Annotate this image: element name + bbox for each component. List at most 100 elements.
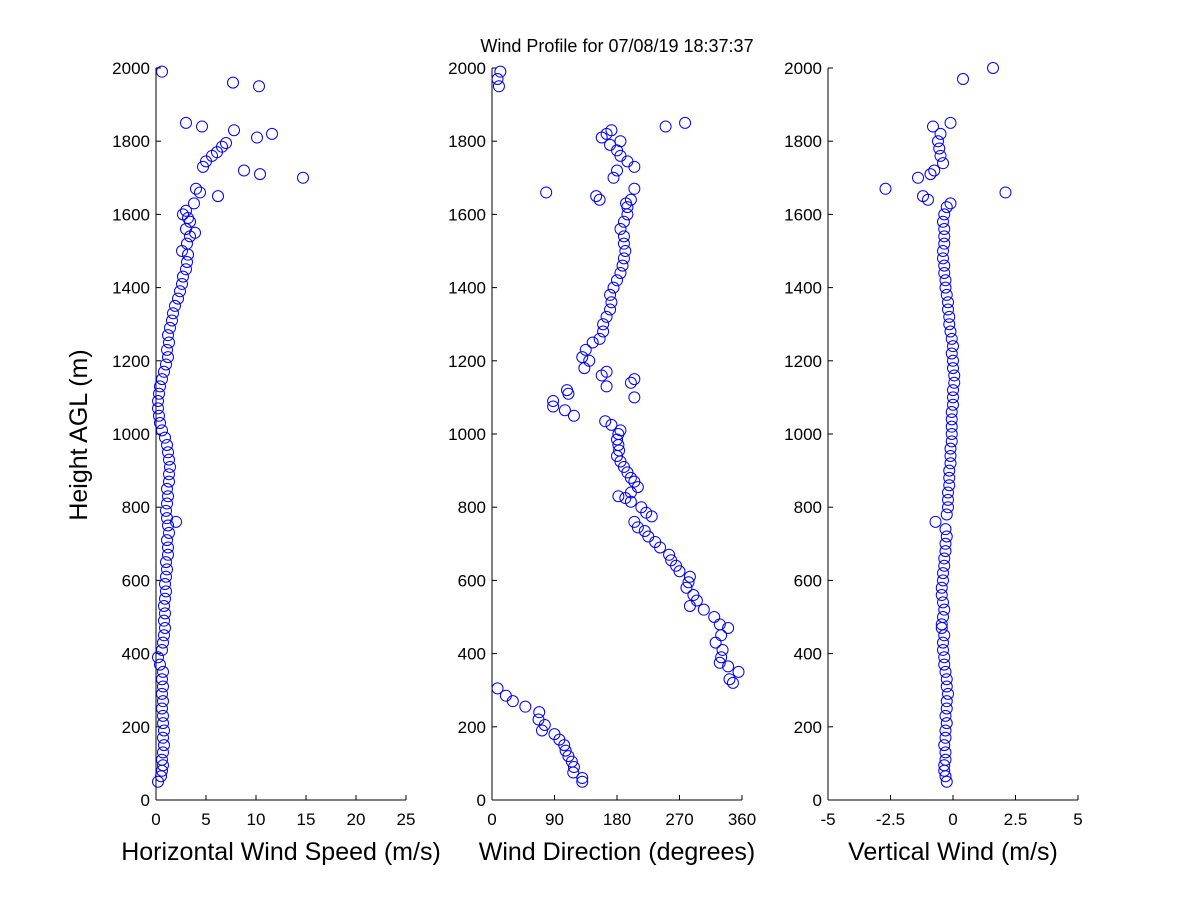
data-point [491, 682, 504, 695]
data-point [162, 446, 174, 459]
data-point [197, 160, 209, 173]
data-point [938, 559, 951, 572]
data-point [723, 673, 736, 686]
data-point [567, 409, 580, 422]
data-point [597, 325, 610, 338]
data-point [182, 248, 194, 261]
data-point [937, 596, 949, 609]
data-point [937, 643, 949, 656]
x-tick-label: 20 [347, 810, 366, 829]
data-point [611, 274, 623, 287]
data-point [532, 713, 545, 726]
data-point [576, 772, 589, 785]
data-point [152, 395, 164, 408]
data-point [163, 468, 175, 481]
data-point [947, 362, 959, 375]
data-point [604, 138, 617, 151]
data-point [945, 428, 958, 440]
data-point [605, 296, 618, 309]
data-point [929, 515, 942, 528]
data-point [160, 556, 172, 569]
data-point [162, 548, 174, 561]
data-point [940, 673, 953, 686]
data-point [188, 197, 200, 210]
data-point [162, 329, 174, 342]
data-point [494, 65, 507, 78]
data-point [238, 164, 250, 177]
x-tick-label: 5 [1073, 810, 1082, 829]
data-point [162, 541, 174, 554]
data-point [600, 127, 613, 140]
data-point [940, 508, 953, 521]
data-point [708, 611, 721, 623]
y-tick-label: 200 [794, 718, 822, 737]
data-point [917, 190, 929, 203]
data-point [937, 636, 949, 649]
data-point [162, 490, 174, 503]
data-point [163, 453, 175, 466]
data-point [947, 398, 959, 411]
x-tick-label: 0 [151, 810, 160, 829]
data-point [945, 332, 958, 345]
y-tick-label: 2000 [784, 59, 822, 78]
data-point [163, 336, 175, 349]
data-point [938, 552, 951, 565]
data-point [156, 373, 168, 386]
data-point [157, 636, 169, 649]
data-point [617, 215, 630, 228]
y-tick-label: 600 [794, 571, 822, 590]
data-point [253, 80, 265, 93]
x-tick-label: 2.5 [1004, 810, 1028, 829]
data-point [947, 384, 959, 397]
data-point [595, 131, 608, 144]
data-point [174, 285, 186, 298]
data-point [937, 611, 949, 623]
data-point [938, 658, 951, 671]
data-point [562, 750, 575, 763]
data-point [943, 318, 956, 331]
data-point [159, 578, 171, 591]
data-point [944, 457, 957, 470]
data-point [159, 431, 171, 444]
x-tick-label: 5 [201, 810, 210, 829]
data-point [939, 665, 952, 678]
data-point [934, 149, 947, 162]
x-tick-label: -2.5 [876, 810, 905, 829]
data-point [614, 223, 627, 236]
y-tick-label: 1800 [448, 132, 486, 151]
data-point [939, 753, 952, 766]
data-point [607, 171, 620, 184]
data-point [160, 585, 172, 598]
data-point [628, 160, 641, 173]
data-point [934, 127, 947, 140]
x-tick-label: 270 [665, 810, 693, 829]
y-tick-label: 0 [477, 791, 486, 810]
x-tick-label: 15 [297, 810, 316, 829]
data-point [158, 600, 170, 613]
x-axis-label-speed: Horizontal Wind Speed (m/s) [121, 838, 441, 866]
data-point [938, 759, 951, 772]
data-point [940, 288, 953, 301]
data-point [943, 471, 956, 484]
data-point [628, 391, 641, 404]
data-point [617, 230, 630, 243]
data-point [945, 406, 958, 419]
data-point [940, 702, 953, 715]
data-point [164, 460, 176, 473]
data-point [938, 629, 951, 642]
x-tick-label: 0 [948, 810, 957, 829]
data-point [176, 277, 188, 290]
data-point [160, 358, 172, 371]
data-point [157, 680, 169, 693]
data-point [619, 245, 632, 257]
data-point [164, 321, 176, 334]
y-tick-label: 1200 [448, 352, 486, 371]
data-point [579, 343, 592, 356]
data-point [152, 402, 164, 415]
data-point [163, 526, 175, 539]
data-point [161, 438, 173, 451]
data-point [938, 230, 951, 243]
data-point [939, 724, 952, 737]
y-tick-label: 800 [458, 498, 486, 517]
data-point [600, 380, 613, 393]
